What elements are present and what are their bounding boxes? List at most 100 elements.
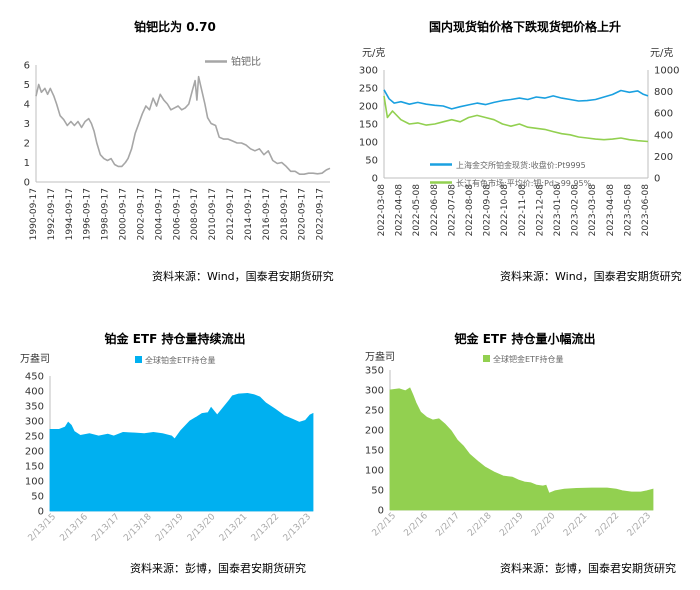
- y-tick-label: 50: [371, 486, 384, 497]
- x-tick-label: 2022-04-08: [395, 184, 405, 237]
- x-tick-label: 2012-09-17: [226, 188, 236, 240]
- x-tick-label: 2/13/18: [122, 512, 154, 544]
- y-tick-label: 50: [31, 492, 44, 503]
- y-tick-label: 100: [359, 138, 378, 149]
- x-tick-label: 2023-05-08: [623, 184, 633, 237]
- x-tick-label: 2/2/17: [434, 511, 462, 539]
- y-tick-label: 450: [25, 372, 44, 383]
- chart-source: 资料来源：Wind，国泰君安期货研究: [500, 270, 682, 283]
- y-axis-label: 万盎司: [365, 350, 395, 363]
- legend-label: 上海金交所铂金现货:收盘价:Pt9995: [456, 160, 586, 170]
- y-tick-label: 0: [378, 506, 384, 517]
- x-tick-label: 2/13/17: [90, 512, 122, 544]
- chart-title: 国内现货铂价格下跌现货钯价格上升: [428, 20, 621, 34]
- chart-panel-pt-etf: 铂金 ETF 持仓量持续流出 0 50 100 150 200 250 300 350 400 4…: [0, 295, 350, 590]
- chart-svg-pt-pd-ratio: 0 1 2 3 4 5 6 1990-09-17 1992-09-17 1994-09-17 199…: [24, 55, 331, 240]
- y-tick-label: 250: [25, 432, 44, 443]
- x-tick-label: 2022-07-08: [447, 184, 457, 237]
- y-tick-label: 250: [359, 84, 378, 95]
- y-tick-label: 0: [372, 174, 378, 185]
- x-tick-label: 1992-09-17: [47, 188, 57, 240]
- legend-label: 长江有色市场:平均价:钯:Pd>99.95%: [456, 178, 592, 188]
- x-tick-label: 1994-09-17: [65, 188, 75, 240]
- x-tick-label: 2016-09-17: [262, 188, 272, 240]
- x-tick-label: 2/13/21: [218, 512, 250, 544]
- x-tick-label: 2022-08-08: [465, 184, 475, 237]
- x-tick-label: 2/2/15: [371, 511, 399, 539]
- x-tick-label: 2023-06-08: [641, 184, 651, 237]
- y-tick-label: 6: [24, 61, 30, 72]
- y-tick-label: 150: [359, 120, 378, 131]
- chart-title: 铂金 ETF 持仓量持续流出: [104, 332, 246, 346]
- x-tick-label: 2/2/22: [594, 511, 622, 539]
- y-tick-label: 400: [25, 387, 44, 398]
- chart-svg-spot-prices: 0 50 100 150 200 250 300 0 200 400 600 800 1000 元/克 元/…: [359, 47, 680, 237]
- chart-title: 钯金 ETF 持仓量小幅流出: [454, 332, 596, 346]
- x-tick-label: 2/2/21: [562, 511, 590, 539]
- y2-tick-label: 200: [654, 152, 673, 163]
- y2-tick-label: 400: [654, 130, 673, 141]
- y-tick-label: 50: [365, 156, 378, 167]
- y-tick-label: 300: [365, 386, 384, 397]
- x-tick-label: 2023-04-08: [606, 184, 616, 237]
- y-tick-label: 350: [25, 402, 44, 413]
- x-tick-label: 2014-09-17: [244, 188, 254, 240]
- x-tick-label: 2023-01-08: [553, 184, 563, 237]
- x-tick-label: 1990-09-17: [29, 188, 39, 240]
- y-tick-label: 350: [365, 366, 384, 377]
- x-tick-label: 2022-03-08: [377, 184, 387, 237]
- y2-tick-label: 1000: [654, 66, 679, 77]
- y-tick-label: 100: [365, 466, 384, 477]
- y-axis-label: 万盎司: [20, 352, 50, 365]
- x-tick-label: 2000-09-17: [119, 188, 129, 240]
- y-tick-label: 150: [25, 462, 44, 473]
- x-tick-label: 2/2/18: [466, 511, 494, 539]
- y2-tick-label: 0: [654, 174, 660, 185]
- y-tick-label: 300: [359, 66, 378, 77]
- x-tick-label: 2/13/20: [186, 512, 218, 544]
- x-tick-label: 1996-09-17: [83, 188, 93, 240]
- x-tick-label: 2022-12-08: [535, 184, 545, 237]
- x-tick-label: 2002-09-17: [136, 188, 146, 240]
- x-tick-label: 2022-11-08: [518, 184, 528, 237]
- y-tick-label: 1: [24, 158, 30, 169]
- y-tick-label: 0: [38, 507, 44, 518]
- x-tick-label: 2/2/19: [498, 511, 526, 539]
- series-line: [35, 75, 331, 175]
- chart-source: 资料来源：彭博，国泰君安期货研究: [500, 562, 676, 575]
- x-tick-label: 2/2/16: [402, 511, 430, 539]
- x-tick-label: 2022-10-08: [500, 184, 510, 237]
- series-area: [49, 392, 314, 512]
- y-tick-label: 200: [25, 447, 44, 458]
- x-tick-label: 2023-02-08: [571, 184, 581, 237]
- x-tick-label: 2020-09-17: [298, 188, 308, 240]
- x-tick-label: 2022-05-08: [412, 184, 422, 237]
- y-tick-label: 150: [365, 446, 384, 457]
- legend-label: 全球铂金ETF持仓量: [145, 355, 216, 365]
- y-tick-label: 300: [25, 417, 44, 428]
- legend-label: 全球钯金ETF持仓量: [493, 354, 564, 364]
- chart-title: 铂钯比为 0.70: [134, 20, 216, 34]
- x-tick-label: 2/13/16: [58, 512, 90, 544]
- x-tick-label: 2/13/19: [154, 512, 186, 544]
- y-tick-label: 200: [359, 102, 378, 113]
- y-axis-label: 元/克: [362, 47, 385, 59]
- chart-source: 资料来源：Wind，国泰君安期货研究: [152, 270, 334, 283]
- y-tick-label: 5: [24, 80, 30, 91]
- x-tick-label: 2022-09-08: [483, 184, 493, 237]
- x-tick-label: 2004-09-17: [154, 188, 164, 240]
- y-tick-label: 0: [24, 178, 30, 189]
- x-tick-label: 2010-09-17: [208, 188, 218, 240]
- y-tick-label: 3: [24, 119, 30, 130]
- chart-panel-spot-prices: 国内现货铂价格下跌现货钯价格上升 0 50 100 150 200 250 300 0 200 4…: [350, 0, 700, 295]
- y2-tick-label: 800: [654, 87, 673, 98]
- y-tick-label: 100: [25, 477, 44, 488]
- y-tick-label: 4: [24, 100, 30, 111]
- chart-panel-pt-pd-ratio: 铂钯比为 0.70 0 1 2 3 4 5 6 1990-09-17 1992-09-17 199…: [0, 0, 350, 295]
- x-tick-label: 2008-09-17: [190, 188, 200, 240]
- x-tick-label: 2006-09-17: [172, 188, 182, 240]
- x-tick-label: 2/13/23: [282, 512, 314, 544]
- series-area: [389, 387, 654, 511]
